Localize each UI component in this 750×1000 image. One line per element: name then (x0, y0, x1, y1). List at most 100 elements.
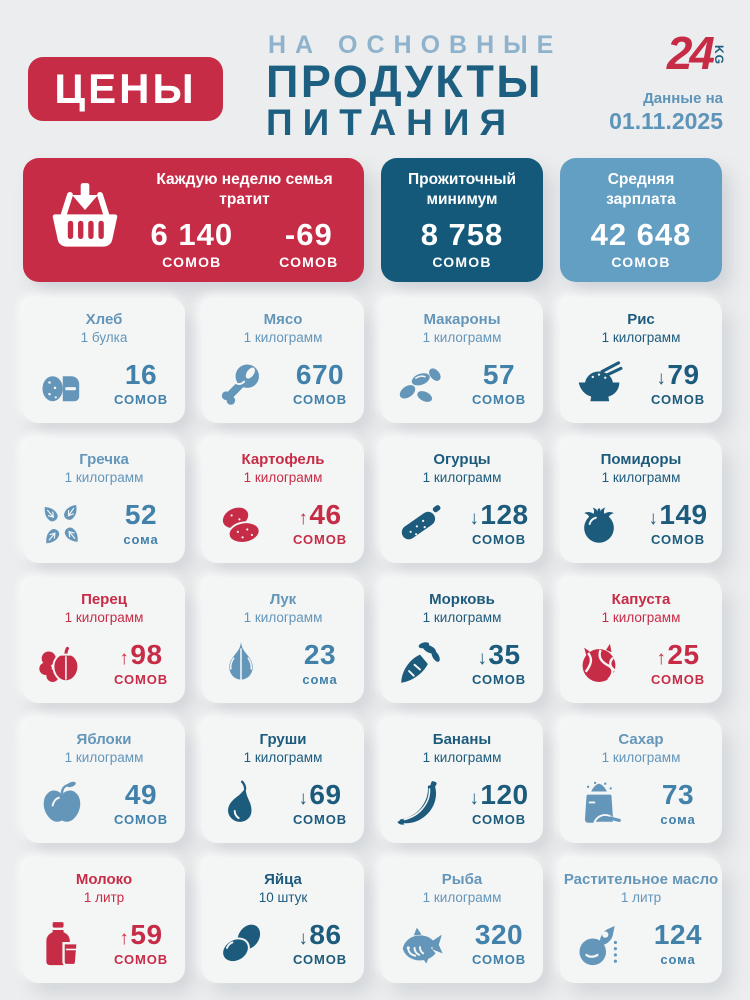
product-price-unit: сома (123, 532, 159, 547)
product-price-block: ↑59 СОМОВ (110, 921, 172, 968)
product-price: 23 (303, 639, 337, 670)
product-card-17: Молоко 1 литр ↑59 СОМОВ (23, 858, 185, 983)
product-unit: 1 килограмм (601, 610, 681, 625)
product-price-block: ↓79 СОМОВ (647, 359, 709, 408)
product-price: 98 (130, 639, 163, 670)
product-price: 16 (124, 359, 158, 390)
product-price-block: ↑98 СОМОВ (110, 639, 172, 688)
product-price-block: 57 СОМОВ (468, 361, 530, 408)
product-name: Груши (259, 731, 307, 748)
subsistence-title: Прожиточный минимум (408, 170, 516, 208)
product-card-4: Рис 1 килограмм ↓79 СОМОВ (560, 298, 722, 423)
trend-arrow: ↓ (469, 788, 480, 809)
pear-icon (216, 779, 266, 829)
product-price-block: ↓149 СОМОВ (647, 501, 709, 548)
product-name: Рис (627, 311, 655, 328)
header-title-line1: ПРОДУКТЫ (266, 56, 543, 107)
product-price-unit: сома (660, 952, 696, 967)
product-card-11: Морковь 1 килограмм ↓35 СОМОВ (381, 578, 543, 703)
cabbage-icon (574, 639, 624, 689)
banana-icon (395, 779, 445, 829)
product-name: Бананы (432, 731, 492, 748)
product-card-8: Помидоры 1 килограмм ↓149 СОМОВ (560, 438, 722, 563)
product-name: Яйца (264, 871, 302, 888)
product-price-block: ↓86 СОМОВ (289, 921, 351, 968)
rice-bowl-icon (574, 359, 624, 409)
product-price: 120 (480, 779, 529, 810)
onion-icon (216, 639, 266, 689)
product-unit: 1 литр (83, 890, 125, 905)
product-card-19: Рыба 1 килограмм 320 СОМОВ (381, 858, 543, 983)
product-price-block: ↓69 СОМОВ (289, 781, 351, 828)
product-price-unit: СОМОВ (471, 672, 526, 687)
summary-row: Каждую неделю семья тратит 6 140 СОМОВ -… (23, 158, 722, 282)
product-price-unit: СОМОВ (113, 392, 168, 407)
product-card-7: Огурцы 1 килограмм ↓128 СОМОВ (381, 438, 543, 563)
product-name: Капуста (611, 591, 671, 608)
product-price: 320 (474, 919, 524, 950)
product-price-unit: СОМОВ (292, 952, 347, 967)
basket-arrow-icon (37, 181, 133, 258)
product-price-unit: СОМОВ (113, 672, 168, 687)
trend-arrow: ↓ (656, 368, 667, 389)
product-price-block: 49 СОМОВ (110, 781, 172, 828)
trend-arrow: ↑ (656, 648, 667, 669)
pepper-icon (37, 639, 87, 689)
product-price-block: ↓128 СОМОВ (468, 499, 530, 548)
product-price-block: 124 сома (647, 921, 709, 968)
product-card-2: Мясо 1 килограмм 670 СОМОВ (202, 298, 364, 423)
product-card-9: Перец 1 килограмм ↑98 СОМОВ (23, 578, 185, 703)
salary-title: Средняя зарплата (606, 170, 676, 208)
trend-arrow: ↑ (119, 648, 130, 669)
salary-amount: 42 648 (590, 217, 692, 253)
sugar-icon (574, 779, 624, 829)
product-card-14: Груши 1 килограмм ↓69 СОМОВ (202, 718, 364, 843)
product-name: Рыба (441, 871, 483, 888)
product-price: 52 (124, 499, 158, 530)
summary-card-weekly-spend: Каждую неделю семья тратит 6 140 СОМОВ -… (23, 158, 364, 282)
date-value: 01.11.2025 (609, 108, 723, 134)
product-unit: 1 килограмм (243, 750, 323, 765)
product-name: Растительное масло (563, 871, 719, 888)
subsistence-amount: 8 758 (420, 217, 504, 253)
product-price-unit: СОМОВ (471, 812, 526, 827)
product-unit: 1 килограмм (243, 610, 323, 625)
summary-card-average-salary: Средняя зарплата 42 648 СОМОВ (560, 158, 722, 282)
product-price-unit: СОМОВ (650, 392, 705, 407)
product-price: 670 (295, 359, 345, 390)
product-name: Мясо (263, 311, 303, 328)
product-unit: 1 литр (620, 890, 662, 905)
product-unit: 10 штук (258, 890, 308, 905)
apple-icon (37, 779, 87, 829)
product-name: Сахар (618, 731, 664, 748)
product-price-unit: СОМОВ (471, 532, 526, 547)
logo-24kg: 24 KG (667, 30, 726, 76)
oil-icon (574, 919, 624, 969)
subsistence-unit: СОМОВ (432, 254, 492, 271)
product-card-6: Картофель 1 килограмм ↑46 СОМОВ (202, 438, 364, 563)
product-price-unit: СОМОВ (292, 532, 347, 547)
product-price-block: 16 СОМОВ (110, 359, 172, 408)
product-name: Гречка (79, 451, 129, 468)
product-price-unit: СОМОВ (113, 812, 168, 827)
product-price-unit: СОМОВ (471, 392, 526, 407)
product-unit: 1 килограмм (243, 330, 323, 345)
trend-arrow: ↓ (648, 508, 659, 529)
product-name: Картофель (241, 451, 325, 468)
product-price: 46 (309, 499, 342, 530)
weekly-spend-value: 6 140 СОМОВ (150, 216, 234, 270)
product-price: 79 (667, 359, 700, 390)
cucumber-icon (395, 499, 445, 549)
product-name: Лук (269, 591, 297, 608)
product-price-unit: СОМОВ (292, 392, 347, 407)
product-unit: 1 килограмм (422, 330, 502, 345)
product-price-block: 52 сома (110, 499, 172, 548)
product-price-block: ↑46 СОМОВ (289, 499, 351, 548)
header-subtitle: НА ОСНОВНЫЕ (268, 31, 563, 59)
product-price: 128 (480, 499, 529, 530)
product-price-unit: СОМОВ (650, 532, 705, 547)
product-name: Молоко (75, 871, 133, 888)
product-name: Хлеб (85, 311, 123, 328)
trend-arrow: ↓ (298, 928, 309, 949)
